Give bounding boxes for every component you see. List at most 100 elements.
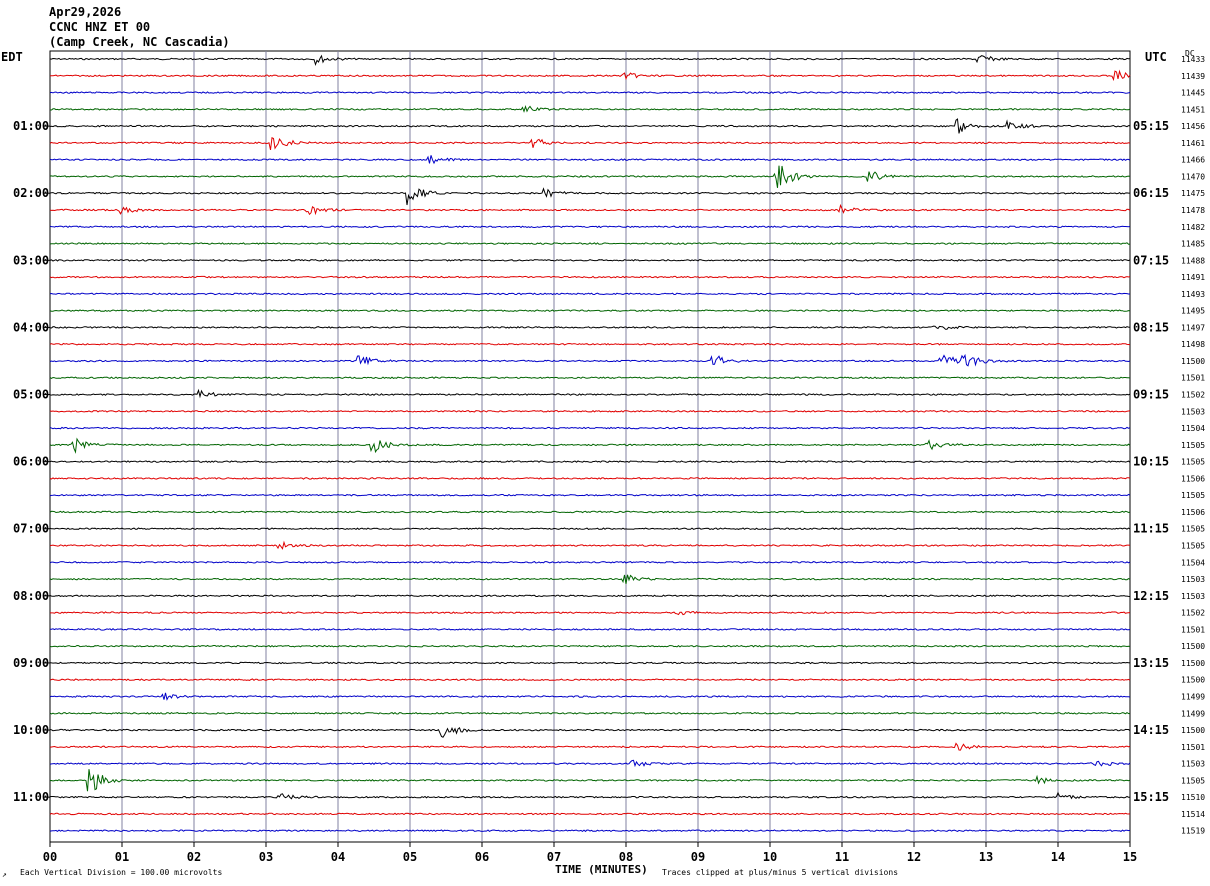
dc-offset-label: 11506 — [1181, 474, 1205, 483]
dc-offset-label: 11500 — [1181, 357, 1205, 366]
seismic-trace — [49, 437, 1131, 454]
x-axis-label: TIME (MINUTES) — [555, 863, 648, 876]
x-tick-label: 08 — [619, 850, 633, 864]
seismic-trace — [49, 540, 1131, 550]
dc-offset-label: 11478 — [1181, 206, 1205, 215]
dc-offset-label: 11514 — [1181, 810, 1205, 819]
seismic-trace — [49, 594, 1131, 598]
seismic-trace — [50, 628, 1131, 631]
seismic-trace — [49, 742, 1131, 751]
dc-offset-label: 11503 — [1181, 407, 1205, 416]
seismic-trace — [49, 137, 1131, 151]
seismic-trace — [49, 769, 1131, 792]
station-label: CCNC HNZ ET 00 — [49, 20, 151, 34]
seismic-trace — [49, 409, 1131, 413]
x-tick-label: 00 — [43, 850, 57, 864]
seismic-trace — [49, 711, 1131, 715]
dc-offset-label: 11500 — [1181, 726, 1205, 735]
clip-note: Traces clipped at plus/minus 5 vertical … — [662, 868, 899, 877]
right-time-label: 10:15 — [1133, 455, 1169, 469]
seismic-trace — [49, 759, 1131, 768]
x-tick-label: 06 — [475, 850, 489, 864]
left-timezone-label: EDT — [1, 50, 23, 64]
right-time-label: 08:15 — [1133, 320, 1169, 334]
dc-offset-label: 11504 — [1181, 424, 1205, 433]
seismic-trace — [49, 829, 1131, 833]
dc-offset-label: 11503 — [1181, 760, 1205, 769]
right-time-label: 06:15 — [1133, 186, 1169, 200]
logo-icon: ↗ — [2, 870, 7, 879]
seismic-trace — [49, 388, 1131, 399]
left-time-label: 11:00 — [13, 790, 49, 804]
seismic-trace — [49, 510, 1131, 514]
dc-offset-label: 11470 — [1181, 172, 1205, 181]
right-time-label: 13:15 — [1133, 656, 1169, 670]
dc-offset-label: 11485 — [1181, 240, 1205, 249]
dc-offset-label: 11491 — [1181, 273, 1205, 282]
x-tick-label: 15 — [1123, 850, 1137, 864]
x-tick-label: 01 — [115, 850, 129, 864]
seismic-trace — [49, 477, 1131, 480]
dc-offset-label: 11498 — [1181, 340, 1205, 349]
seismic-trace — [49, 165, 1131, 188]
seismic-trace — [49, 54, 1130, 66]
left-time-label: 04:00 — [13, 320, 49, 334]
seismic-trace — [49, 493, 1131, 497]
right-time-label: 07:15 — [1133, 253, 1169, 267]
x-tick-label: 11 — [835, 850, 849, 864]
dc-offset-label: 11499 — [1181, 692, 1205, 701]
dc-offset-label: 11500 — [1181, 676, 1205, 685]
left-time-label: 09:00 — [13, 656, 49, 670]
dc-offset-label: 11439 — [1181, 72, 1205, 81]
dc-offset-label: 11433 — [1181, 55, 1205, 64]
dc-offset-label: 11497 — [1181, 323, 1205, 332]
seismic-trace — [49, 460, 1131, 463]
left-time-label: 05:00 — [13, 388, 49, 402]
dc-offset-label: 11493 — [1181, 290, 1205, 299]
dc-offset-label: 11505 — [1181, 525, 1205, 534]
seismic-trace — [49, 187, 1130, 206]
dc-offset-label: 11502 — [1181, 391, 1205, 400]
x-tick-label: 05 — [403, 850, 417, 864]
dc-offset-label: 11502 — [1181, 609, 1205, 618]
left-time-label: 10:00 — [13, 723, 49, 737]
dc-label: DC — [1185, 49, 1195, 58]
dc-offset-label: 11451 — [1181, 105, 1205, 114]
seismic-trace — [50, 104, 1131, 113]
seismic-trace — [49, 527, 1131, 531]
dc-offset-label: 11461 — [1181, 139, 1205, 148]
seismic-trace — [49, 574, 1131, 584]
seismic-trace — [49, 203, 1131, 216]
x-tick-label: 07 — [547, 850, 561, 864]
dc-offset-label: 11505 — [1181, 776, 1205, 785]
right-time-label: 05:15 — [1133, 119, 1169, 133]
date-label: Apr29,2026 — [49, 5, 122, 19]
dc-offset-label: 11505 — [1181, 458, 1205, 467]
dc-offset-label: 11500 — [1181, 642, 1205, 651]
x-tick-label: 10 — [763, 850, 777, 864]
seismic-trace — [49, 353, 1131, 367]
x-tick-label: 02 — [187, 850, 201, 864]
seismic-trace — [49, 155, 1131, 165]
plot-frame — [49, 50, 1131, 843]
dc-offset-label: 11488 — [1181, 256, 1205, 265]
x-tick-label: 04 — [331, 850, 345, 864]
left-time-label: 02:00 — [13, 186, 49, 200]
seismic-trace — [49, 376, 1131, 380]
right-time-label: 15:15 — [1133, 790, 1169, 804]
right-time-label: 11:15 — [1133, 522, 1169, 536]
seismic-trace — [49, 309, 1131, 312]
dc-offset-label: 11505 — [1181, 491, 1205, 500]
seismic-trace — [49, 812, 1131, 816]
dc-offset-label: 11505 — [1181, 542, 1205, 551]
left-time-label: 01:00 — [13, 119, 49, 133]
seismic-trace — [49, 726, 1131, 738]
dc-offset-label: 11475 — [1181, 189, 1205, 198]
right-time-label: 09:15 — [1133, 388, 1169, 402]
seismic-trace — [49, 644, 1131, 648]
seismic-trace — [49, 292, 1130, 296]
dc-offset-label: 11499 — [1181, 709, 1205, 718]
seismic-trace — [49, 560, 1131, 564]
seismic-trace — [49, 258, 1131, 262]
